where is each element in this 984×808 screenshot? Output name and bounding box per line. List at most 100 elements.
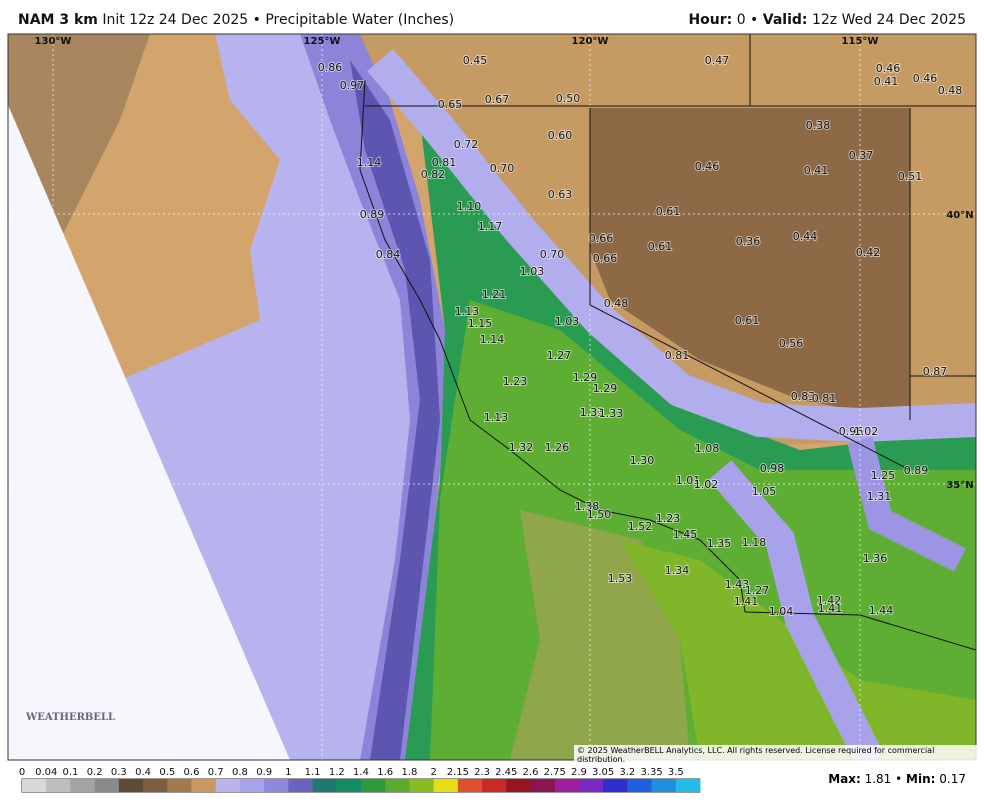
point-value: 0.86 bbox=[318, 61, 343, 74]
colorbar-swatch bbox=[361, 779, 386, 792]
point-value: 1.27 bbox=[547, 349, 572, 362]
point-value: 1.14 bbox=[357, 156, 382, 169]
colorbar-swatch bbox=[603, 779, 628, 792]
model: NAM 3 km bbox=[18, 12, 98, 28]
colorbar-swatch bbox=[506, 779, 531, 792]
point-value: 0.46 bbox=[695, 160, 720, 173]
colorbar-label: 2 bbox=[430, 767, 436, 778]
colorbar-label: 2.15 bbox=[447, 767, 469, 778]
point-value: 1.44 bbox=[869, 604, 894, 617]
colorbar-swatch bbox=[22, 779, 47, 792]
point-value: 1.33 bbox=[599, 407, 624, 420]
point-value: 1.03 bbox=[520, 265, 545, 278]
point-value: 1.04 bbox=[769, 605, 794, 618]
colorbar-label: 2.45 bbox=[495, 767, 517, 778]
point-value: 1.26 bbox=[545, 441, 570, 454]
point-value: 1.14 bbox=[480, 333, 505, 346]
point-value: 1.34 bbox=[665, 564, 690, 577]
point-value: 0.66 bbox=[593, 252, 618, 265]
colorbar-swatch bbox=[288, 779, 314, 792]
point-value: 1.45 bbox=[673, 528, 698, 541]
point-value: 0.67 bbox=[485, 93, 510, 106]
colorbar-label: 0.2 bbox=[87, 767, 103, 778]
point-value: 0.46 bbox=[876, 62, 901, 75]
point-value: 0.42 bbox=[856, 246, 881, 259]
point-value: 1.41 bbox=[818, 602, 843, 615]
point-value: 1.42 bbox=[817, 594, 842, 607]
point-value: 0.41 bbox=[804, 164, 829, 177]
point-value: 1.15 bbox=[468, 317, 493, 330]
point-value: 1.08 bbox=[695, 442, 720, 455]
colorbar-label: 0.6 bbox=[184, 767, 200, 778]
colorbar-label: 0.3 bbox=[111, 767, 127, 778]
colorbar-label: 1.8 bbox=[401, 767, 417, 778]
max-label: Max: bbox=[828, 772, 861, 786]
point-value: 0.87 bbox=[923, 365, 948, 378]
colorbar-label: 0.5 bbox=[159, 767, 175, 778]
colorbar-swatch bbox=[482, 779, 507, 792]
point-value: 1.53 bbox=[608, 572, 633, 585]
colorbar-label: 3.05 bbox=[592, 767, 614, 778]
point-value: 1.50 bbox=[587, 508, 612, 521]
point-value: 1.36 bbox=[863, 552, 888, 565]
point-value: 1.03 bbox=[555, 315, 580, 328]
colorbar-swatch bbox=[94, 779, 120, 792]
point-value: 1.31 bbox=[867, 490, 892, 503]
colorbar-swatch bbox=[46, 779, 71, 792]
valid-label: Valid: bbox=[762, 12, 808, 28]
point-value: 1.35 bbox=[707, 537, 732, 550]
min-value: 0.17 bbox=[939, 772, 966, 786]
point-value: 0.61 bbox=[656, 205, 681, 218]
point-value: 0.89 bbox=[360, 208, 385, 221]
colorbar-swatch bbox=[312, 779, 338, 792]
colorbar-swatch bbox=[336, 779, 362, 792]
point-value: 0.81 bbox=[432, 156, 457, 169]
colorbar-label: 3.2 bbox=[619, 767, 635, 778]
point-value: 1.29 bbox=[573, 371, 598, 384]
colorbar-label: 1.1 bbox=[305, 767, 321, 778]
grid-label: 120°W bbox=[572, 36, 609, 47]
point-value: 1.18 bbox=[742, 536, 767, 549]
colorbar-label: 0 bbox=[19, 767, 25, 778]
colorbar-label: 3.35 bbox=[640, 767, 662, 778]
point-value: 1.02 bbox=[854, 425, 879, 438]
point-value: 1.25 bbox=[871, 469, 896, 482]
point-value: 1.05 bbox=[752, 485, 777, 498]
colorbar-label: 1.2 bbox=[329, 767, 345, 778]
point-value: 1.21 bbox=[482, 288, 507, 301]
max-value: 1.81 • bbox=[864, 772, 903, 786]
point-value: 1.13 bbox=[484, 411, 509, 424]
header-left: NAM 3 km Init 12z 24 Dec 2025 • Precipit… bbox=[18, 12, 454, 28]
point-value: 0.48 bbox=[938, 84, 963, 97]
point-value: 0.97 bbox=[340, 79, 365, 92]
colorbar-label: 1.6 bbox=[377, 767, 393, 778]
point-value: 0.36 bbox=[736, 235, 761, 248]
point-value: 0.61 bbox=[648, 240, 673, 253]
point-value: 0.84 bbox=[376, 248, 401, 261]
colorbar-swatch bbox=[457, 779, 483, 792]
colorbar-swatch bbox=[409, 779, 435, 792]
point-value: 1.38 bbox=[575, 500, 600, 513]
point-value: 0.56 bbox=[779, 337, 804, 350]
point-value: 0.70 bbox=[540, 248, 565, 261]
colorbar-swatch bbox=[627, 779, 653, 792]
point-value: 0.41 bbox=[874, 75, 899, 88]
colorbar-label: 0.1 bbox=[62, 767, 78, 778]
point-value: 1.02 bbox=[694, 478, 719, 491]
point-value: 0.44 bbox=[793, 230, 818, 243]
point-value: 0.89 bbox=[904, 464, 929, 477]
point-value: 0.45 bbox=[463, 54, 488, 67]
colorbar-swatch bbox=[143, 779, 168, 792]
logo: WEATHERBELL bbox=[26, 712, 116, 723]
point-value: 0.63 bbox=[548, 188, 573, 201]
point-value: 0.83 bbox=[791, 390, 816, 403]
colorbar-swatch bbox=[264, 779, 289, 792]
point-value: 1.32 bbox=[509, 441, 534, 454]
point-value: 0.47 bbox=[705, 54, 730, 67]
colorbar-label: 2.9 bbox=[571, 767, 587, 778]
point-value: 1.41 bbox=[734, 595, 759, 608]
point-value: 0.38 bbox=[806, 119, 831, 132]
point-value: 0.81 bbox=[812, 392, 837, 405]
hour-label: Hour: bbox=[688, 12, 733, 28]
